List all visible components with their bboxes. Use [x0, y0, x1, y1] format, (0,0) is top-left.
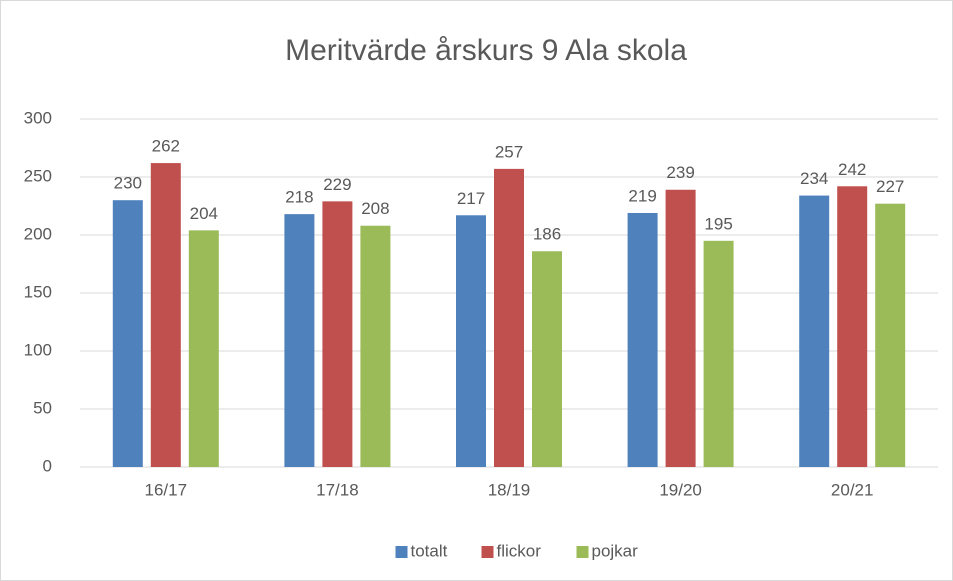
- y-tick-label: 0: [43, 456, 52, 475]
- y-tick-label: 100: [24, 340, 52, 359]
- x-tick-label: 19/20: [659, 480, 702, 499]
- data-label: 195: [704, 214, 732, 233]
- data-label: 234: [800, 169, 828, 188]
- bar: [360, 225, 391, 467]
- bar: [150, 163, 181, 467]
- y-tick-label: 300: [24, 108, 52, 127]
- legend-label: totalt: [411, 541, 448, 560]
- bar: [532, 251, 562, 467]
- data-label: 204: [190, 204, 218, 223]
- data-label: 219: [628, 186, 656, 205]
- y-tick-label: 200: [24, 224, 52, 243]
- bar: [627, 212, 658, 467]
- bar: [875, 203, 906, 467]
- data-label: 217: [457, 189, 485, 208]
- bar: [456, 215, 486, 467]
- x-tick-label: 18/19: [488, 480, 531, 499]
- bar: [284, 214, 315, 467]
- x-tick-label: 20/21: [831, 480, 874, 499]
- bar: [112, 200, 143, 467]
- data-label: 257: [495, 142, 523, 161]
- bar: [703, 240, 734, 467]
- legend-label: flickor: [497, 541, 542, 560]
- data-label: 227: [876, 177, 904, 196]
- legend-swatch: [576, 546, 589, 558]
- y-tick-label: 150: [24, 282, 52, 301]
- bar: [494, 168, 524, 467]
- data-label: 229: [323, 175, 351, 194]
- y-tick-label: 50: [33, 398, 52, 417]
- legend-swatch: [395, 546, 408, 558]
- data-label: 262: [152, 137, 180, 156]
- x-tick-label: 16/17: [145, 480, 188, 499]
- y-tick-label: 250: [24, 166, 52, 185]
- data-label: 208: [361, 199, 389, 218]
- data-label: 230: [114, 174, 142, 193]
- bar: [322, 201, 353, 468]
- data-label: 239: [666, 163, 694, 182]
- x-tick-label: 17/18: [316, 480, 359, 499]
- bar: [188, 230, 219, 467]
- chart-title: Meritvärde årskurs 9 Ala skola: [285, 34, 687, 67]
- bar: [837, 186, 868, 467]
- bar: [799, 195, 830, 467]
- legend-swatch: [481, 546, 494, 558]
- bar: [665, 189, 696, 467]
- data-label: 186: [533, 225, 561, 244]
- data-label: 242: [838, 160, 866, 179]
- data-label: 218: [285, 188, 313, 207]
- legend-label: pojkar: [592, 541, 639, 560]
